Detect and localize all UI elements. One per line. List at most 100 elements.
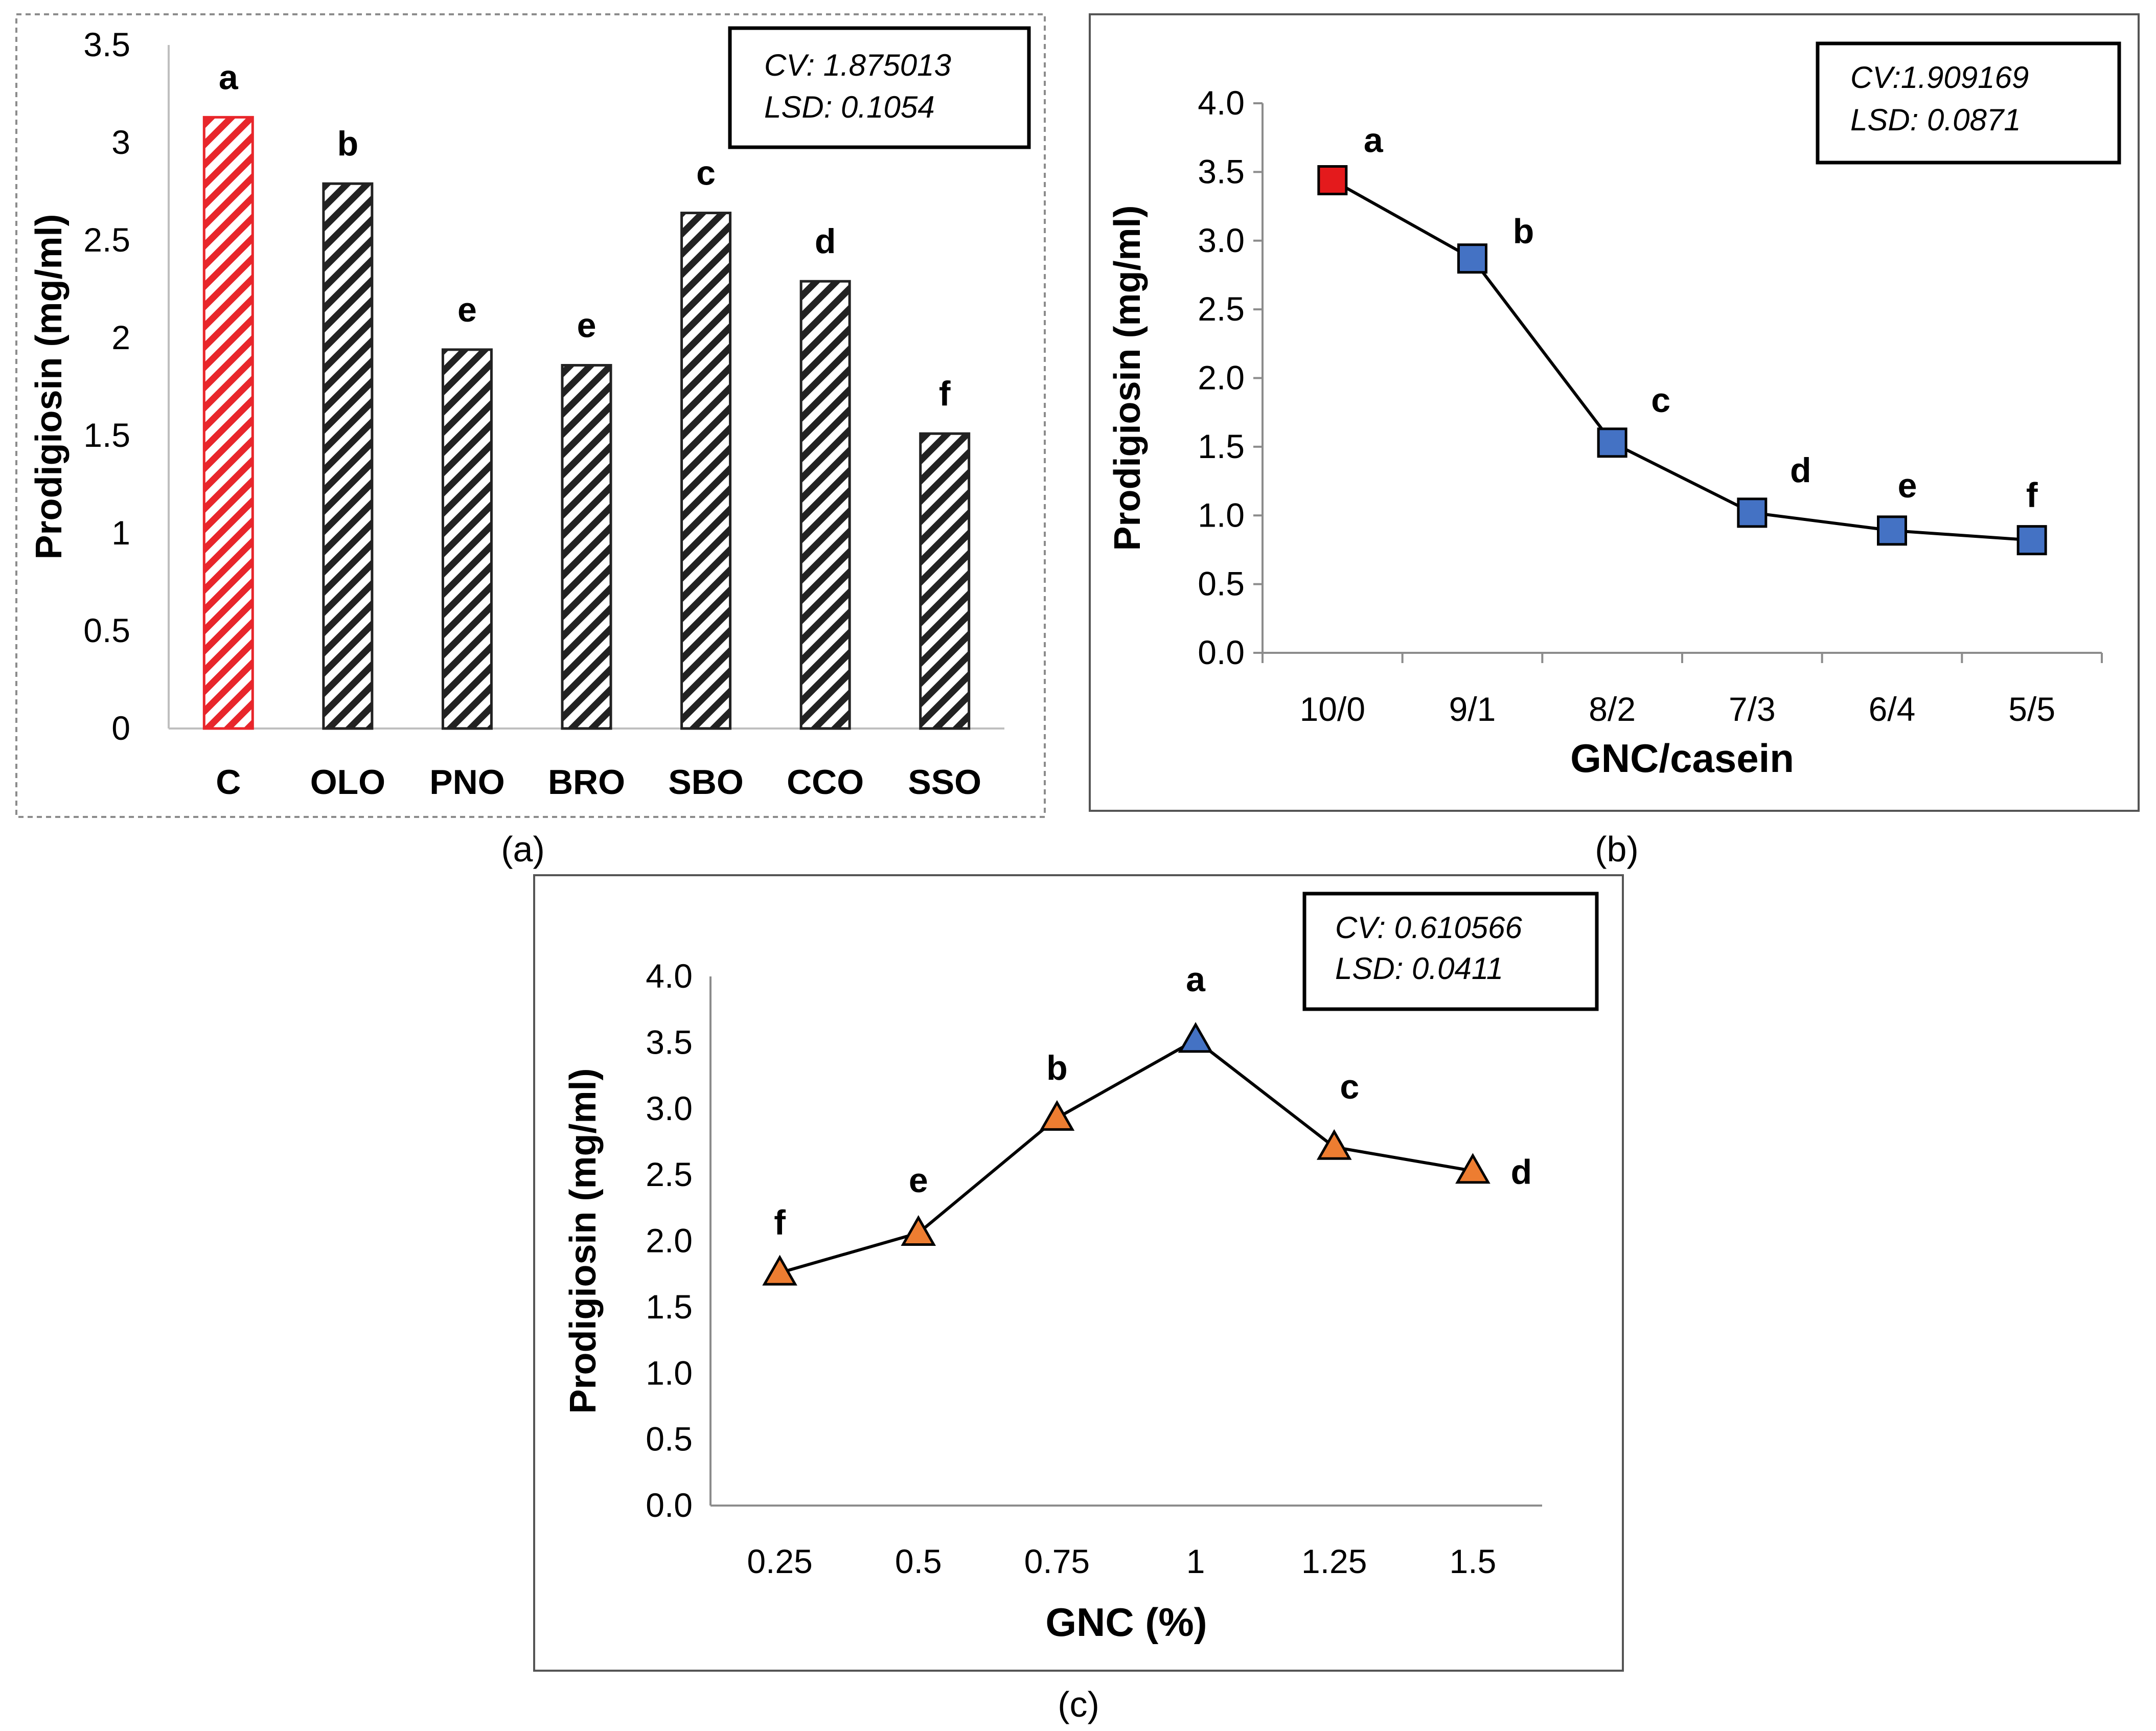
y-tick-label-b: 0.0	[1198, 633, 1245, 671]
y-tick-label-b: 0.5	[1198, 565, 1245, 603]
significance-label-c: e	[909, 1161, 928, 1200]
y-tick-label-b: 2.5	[1198, 290, 1245, 328]
y-tick-label-a: 0.5	[83, 611, 130, 649]
bar-chart-a: 0 0.5 1 1.5 2 2.5 3 3.5 Prodigiosin (mg/ml) a Cb OL…	[29, 26, 1004, 802]
significance-label-a: e	[457, 290, 477, 329]
data-point-b	[1737, 497, 1768, 528]
x-category-label-a: SSO	[908, 763, 981, 802]
data-point-b	[1457, 243, 1487, 274]
y-tick-label-c: 0.0	[646, 1486, 693, 1524]
y-tick-label-a: 1.5	[83, 416, 130, 454]
y-axis-label-c: Prodigiosin (mg/ml)	[563, 1068, 604, 1414]
data-point-b	[1317, 165, 1348, 195]
significance-label-a: a	[219, 58, 239, 97]
panel-a-frame	[15, 13, 1046, 818]
y-tick-label-c: 3.0	[646, 1089, 693, 1127]
y-tick-label-b: 1.0	[1198, 496, 1245, 534]
stats-box-a: CV: 1.875013 LSD: 0.1054	[728, 26, 1031, 149]
panel-c-frame	[533, 874, 1624, 1672]
panel-a: 0 0.5 1 1.5 2 2.5 3 3.5 Prodigiosin (mg/ml) a Cb OL…	[15, 13, 1046, 869]
x-axis-label-c: GNC (%)	[1045, 1600, 1207, 1645]
x-tick-label-c: 0.5	[895, 1542, 942, 1580]
series-line-b	[1332, 178, 2032, 542]
x-tick-label-b: 8/2	[1589, 690, 1636, 728]
stats-box-b: CV:1.909169 LSD: 0.0871	[1816, 41, 2121, 165]
data-point-c	[1178, 1022, 1213, 1053]
x-tick-label-c: 1.5	[1450, 1542, 1497, 1580]
significance-label-c: c	[1340, 1067, 1359, 1106]
x-category-label-a: CCO	[787, 763, 864, 802]
x-category-label-a: PNO	[429, 763, 504, 802]
data-point-b	[1877, 515, 1907, 546]
x-category-label-a: OLO	[310, 763, 385, 802]
data-point-c	[1455, 1153, 1490, 1184]
data-point-c	[901, 1215, 936, 1246]
y-tick-label-c: 4.0	[646, 957, 693, 995]
bar-pno	[441, 348, 493, 730]
y-axis-label-b: Prodigiosin (mg/ml)	[1107, 206, 1148, 551]
caption-a: (a)	[501, 829, 545, 869]
significance-label-c: b	[1046, 1049, 1068, 1087]
line-chart-b: 0.0 0.5 1.0 1.5 2.0 2.5 3.0 3.5 4.0 10/0 9/1 8/2 7/3…	[1107, 84, 2103, 781]
significance-label-c: f	[774, 1203, 786, 1242]
series-line-c	[779, 1038, 1473, 1274]
caption-b: (b)	[1595, 829, 1639, 869]
significance-label-b: e	[1898, 466, 1917, 505]
y-axis-label-a: Prodigiosin (mg/ml)	[29, 214, 70, 560]
significance-label-a: d	[815, 222, 836, 261]
significance-label-b: d	[1790, 451, 1811, 490]
panel-c: 0.0 0.5 1.0 1.5 2.0 2.5 3.0 3.5 4.0 0.25 0.5 0.75 1 1…	[533, 874, 1624, 1724]
cv-text-b: CV:1.909169	[1850, 60, 2029, 95]
bar-c	[202, 116, 254, 730]
bar-cco	[799, 280, 851, 730]
x-tick-label-c: 0.25	[747, 1542, 812, 1580]
significance-label-c: a	[1186, 960, 1206, 999]
x-tick-label-b: 7/3	[1729, 690, 1776, 728]
lsd-text-c: LSD: 0.0411	[1335, 951, 1503, 986]
significance-label-b: c	[1651, 381, 1670, 420]
y-tick-label-c: 1.5	[646, 1288, 693, 1326]
y-tick-label-c: 2.5	[646, 1155, 693, 1193]
y-tick-label-b: 4.0	[1198, 84, 1245, 122]
significance-label-b: f	[2026, 476, 2038, 515]
lsd-text-b: LSD: 0.0871	[1850, 103, 2021, 137]
cv-text-c: CV: 0.610566	[1335, 910, 1522, 945]
y-tick-label-a: 2.5	[83, 221, 130, 259]
panel-b: 0.0 0.5 1.0 1.5 2.0 2.5 3.0 3.5 4.0 10/0 9/1 8/2 7/3…	[1089, 13, 2140, 869]
significance-label-b: b	[1513, 212, 1534, 251]
x-tick-label-c: 1	[1186, 1542, 1205, 1580]
x-tick-label-c: 1.25	[1301, 1542, 1367, 1580]
x-axis-label-b: GNC/casein	[1570, 736, 1794, 781]
significance-label-c: d	[1511, 1152, 1532, 1191]
data-point-b	[2016, 525, 2047, 556]
x-tick-label-b: 10/0	[1300, 690, 1365, 728]
significance-label-a: b	[337, 124, 359, 163]
x-tick-label-b: 9/1	[1449, 690, 1496, 728]
cv-text-a: CV: 1.875013	[764, 48, 951, 82]
caption-c: (c)	[1058, 1684, 1099, 1724]
y-tick-label-c: 3.5	[646, 1023, 693, 1061]
panel-b-frame	[1089, 13, 2140, 812]
x-category-label-a: BRO	[548, 763, 625, 802]
y-tick-label-b: 1.5	[1198, 427, 1245, 465]
y-tick-label-c: 2.0	[646, 1222, 693, 1260]
y-tick-label-a: 2	[111, 318, 130, 356]
y-tick-label-a: 1	[111, 514, 130, 552]
significance-label-a: f	[939, 374, 951, 413]
y-tick-label-a: 0	[111, 709, 130, 747]
data-point-b	[1597, 427, 1627, 458]
data-point-c	[1039, 1100, 1075, 1131]
y-tick-label-b: 3.0	[1198, 221, 1245, 259]
y-tick-label-b: 2.0	[1198, 359, 1245, 397]
data-point-c	[1316, 1129, 1352, 1160]
lsd-text-a: LSD: 0.1054	[764, 90, 935, 124]
stats-box-c: CV: 0.610566 LSD: 0.0411	[1302, 892, 1599, 1011]
y-tick-label-a: 3.5	[83, 26, 130, 63]
y-tick-label-b: 3.5	[1198, 152, 1245, 190]
y-tick-label-c: 0.5	[646, 1420, 693, 1458]
x-tick-label-b: 6/4	[1869, 690, 1916, 728]
x-tick-label-c: 0.75	[1024, 1542, 1090, 1580]
x-category-label-a: SBO	[668, 763, 743, 802]
bar-sbo	[680, 212, 732, 730]
